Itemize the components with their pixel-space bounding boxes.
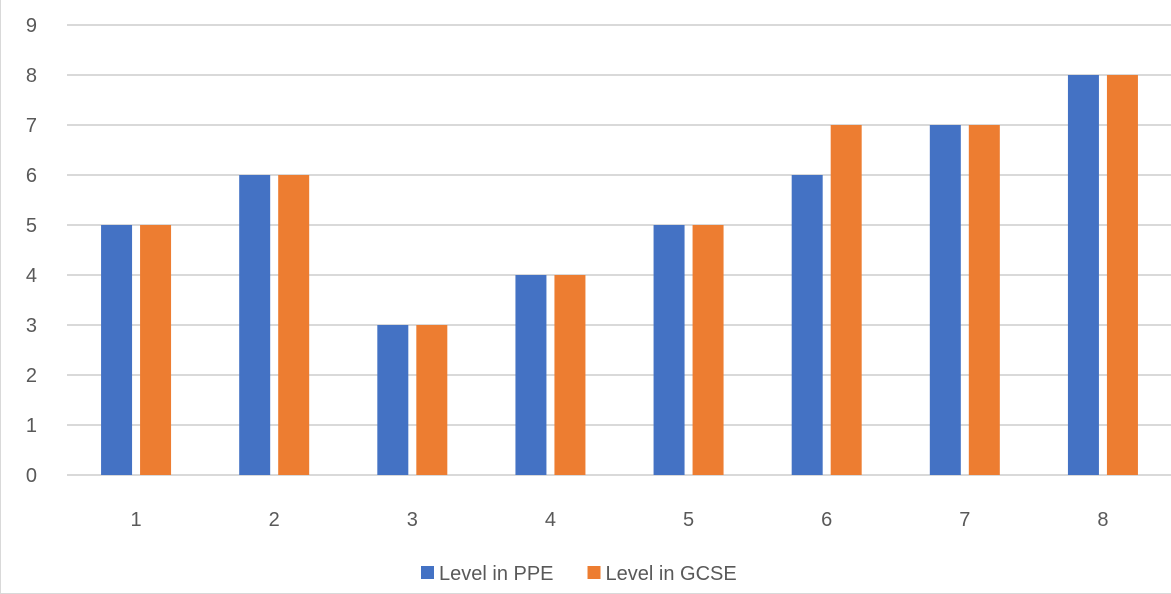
bar-level-in-ppe-3 <box>377 325 409 475</box>
x-tick-label: 8 <box>1097 509 1108 531</box>
bar-level-in-ppe-5 <box>653 225 685 475</box>
gridlines <box>67 24 1171 476</box>
x-tick-label: 3 <box>407 509 418 531</box>
y-tick-label: 2 <box>26 365 37 387</box>
bar-level-in-gcse-1 <box>140 225 172 475</box>
legend-label-1: Level in PPE <box>439 563 554 585</box>
bar-level-in-gcse-6 <box>830 125 862 475</box>
bar-level-in-gcse-4 <box>554 275 586 475</box>
x-tick-label: 5 <box>683 509 694 531</box>
bar-level-in-gcse-5 <box>692 225 724 475</box>
bar-level-in-ppe-2 <box>239 175 271 475</box>
x-tick-label: 1 <box>131 509 142 531</box>
y-tick-label: 0 <box>26 465 37 487</box>
y-axis-tick-labels: 0 1 2 3 4 5 6 7 8 9 <box>26 15 37 487</box>
bar-level-in-ppe-4 <box>515 275 547 475</box>
bar-level-in-gcse-8 <box>1106 75 1138 475</box>
bars <box>101 75 1138 475</box>
x-tick-label: 6 <box>821 509 832 531</box>
y-tick-label: 9 <box>26 15 37 37</box>
x-tick-label: 4 <box>545 509 556 531</box>
bar-level-in-ppe-7 <box>929 125 961 475</box>
bar-level-in-gcse-2 <box>278 175 310 475</box>
x-tick-label: 2 <box>269 509 280 531</box>
y-tick-label: 5 <box>26 215 37 237</box>
bar-level-in-ppe-8 <box>1067 75 1099 475</box>
y-tick-label: 4 <box>26 265 37 287</box>
y-tick-label: 7 <box>26 115 37 137</box>
legend: Level in PPE Level in GCSE <box>421 563 737 585</box>
bar-level-in-gcse-7 <box>968 125 1000 475</box>
bar-level-in-ppe-1 <box>101 225 133 475</box>
bar-level-in-ppe-6 <box>791 175 823 475</box>
y-tick-label: 1 <box>26 415 37 437</box>
y-tick-label: 8 <box>26 65 37 87</box>
x-tick-label: 7 <box>959 509 970 531</box>
legend-label-2: Level in GCSE <box>606 563 737 585</box>
y-tick-label: 6 <box>26 165 37 187</box>
legend-swatch-2 <box>587 566 601 579</box>
y-tick-label: 3 <box>26 315 37 337</box>
x-axis-tick-labels: 1 2 3 4 5 6 7 8 <box>131 509 1109 531</box>
legend-swatch-1 <box>421 566 434 579</box>
bar-level-in-gcse-3 <box>416 325 448 475</box>
